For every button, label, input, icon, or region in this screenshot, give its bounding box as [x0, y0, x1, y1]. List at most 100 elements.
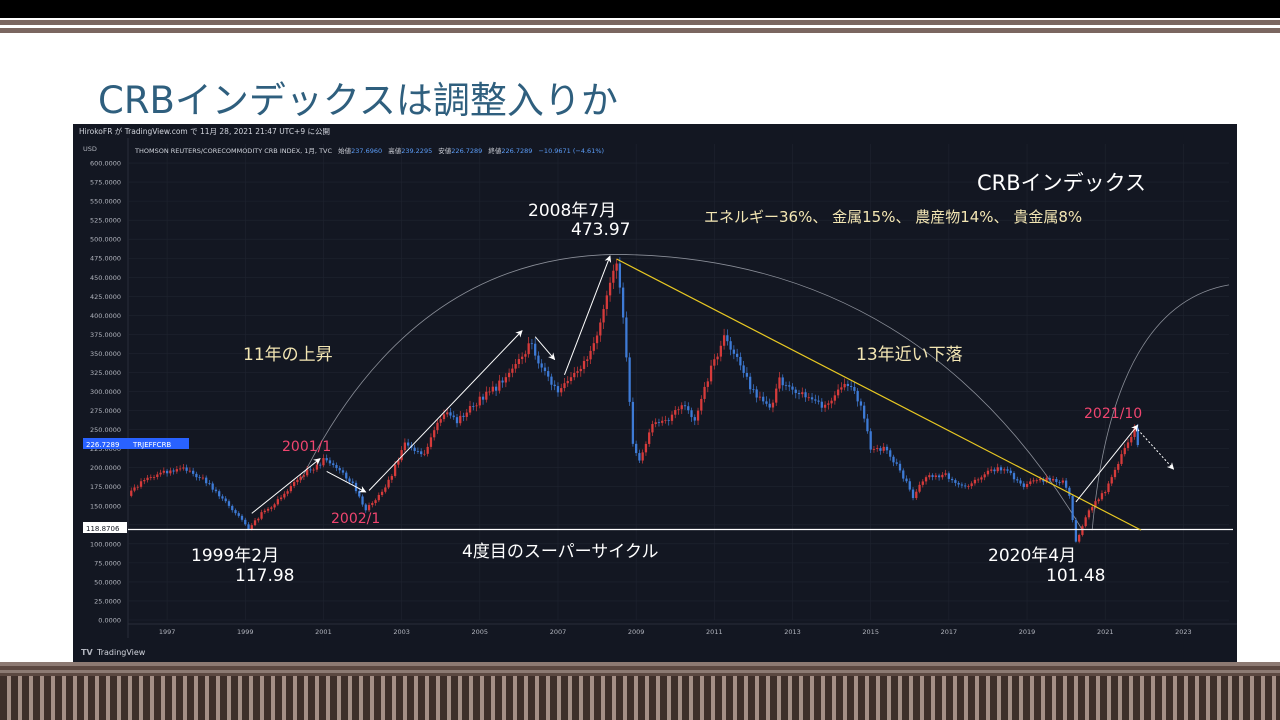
- candle: [931, 473, 934, 481]
- candle-body: [960, 484, 964, 486]
- candle-body: [941, 474, 944, 478]
- candle-body: [530, 343, 534, 345]
- candle: [856, 388, 859, 407]
- x-tick-label: 2015: [862, 628, 879, 636]
- candle-body: [208, 483, 211, 485]
- candle: [911, 487, 915, 501]
- candle-body: [973, 479, 977, 484]
- candle-body: [739, 356, 742, 366]
- y-tick-label: 0.0000: [98, 617, 121, 625]
- candle: [351, 478, 354, 485]
- candle: [690, 407, 693, 422]
- y-tick-label: 525.0000: [90, 217, 121, 225]
- candle-body: [687, 406, 690, 411]
- candle: [957, 481, 960, 488]
- candle: [732, 345, 736, 360]
- candle: [801, 387, 804, 398]
- candle: [1003, 467, 1006, 474]
- candle: [990, 466, 993, 473]
- candle-body: [778, 377, 781, 389]
- candle: [1104, 490, 1107, 497]
- candle-body: [1061, 480, 1065, 483]
- candle-body: [397, 460, 400, 465]
- candle-body: [433, 430, 436, 438]
- candle-body: [371, 503, 374, 505]
- candle: [498, 374, 501, 394]
- candle-body: [706, 381, 709, 387]
- candle-body: [641, 452, 644, 461]
- candle-body: [876, 448, 879, 449]
- arrow: [1075, 424, 1139, 503]
- candle: [980, 475, 983, 483]
- candle: [644, 441, 648, 456]
- candle-body: [576, 371, 579, 373]
- x-tick-label: 2001: [315, 628, 332, 636]
- candle: [198, 474, 201, 481]
- candle: [700, 395, 703, 415]
- candle-body: [823, 404, 827, 408]
- candle: [162, 467, 165, 475]
- candle-body: [615, 263, 618, 271]
- candle-body: [895, 462, 898, 464]
- candle-body: [494, 386, 498, 391]
- candle-body: [227, 501, 231, 506]
- candle-body: [367, 504, 371, 511]
- candle: [279, 495, 283, 502]
- candle: [550, 373, 553, 391]
- candle-body: [595, 335, 599, 344]
- candle-body: [165, 470, 169, 474]
- candle: [635, 440, 638, 457]
- candle-body: [335, 465, 338, 469]
- candle-body: [459, 415, 462, 424]
- candle-body: [345, 472, 348, 479]
- candle: [1042, 477, 1045, 485]
- forecast-arrow: [1137, 429, 1175, 470]
- open-value: 237.6960: [351, 147, 382, 155]
- candle: [384, 484, 387, 494]
- candle: [797, 389, 801, 400]
- candle-body: [970, 483, 973, 487]
- candle: [863, 401, 866, 423]
- candle: [595, 331, 599, 350]
- candle-body: [172, 470, 175, 472]
- candle-body: [872, 448, 876, 450]
- candle-body: [234, 510, 237, 514]
- candle: [475, 402, 478, 412]
- candle: [631, 397, 635, 447]
- candle: [188, 467, 192, 473]
- candle: [661, 416, 664, 426]
- y-tick-label: 475.0000: [90, 255, 121, 263]
- candle-body: [1120, 454, 1123, 464]
- chart-screenshot: 0.000025.000050.000075.0000100.0000125.0…: [73, 124, 1237, 662]
- candle-body: [380, 491, 384, 495]
- candle-body: [377, 494, 380, 501]
- candle: [586, 356, 589, 367]
- candle-body: [504, 377, 507, 383]
- candle: [1025, 481, 1029, 490]
- candle-body: [1051, 479, 1055, 481]
- y-tick-label: 200.0000: [90, 464, 121, 472]
- candle-body: [612, 270, 615, 283]
- candle-body: [159, 472, 162, 475]
- candle-body: [423, 453, 426, 455]
- candle-body: [1091, 507, 1094, 511]
- candle: [954, 478, 957, 487]
- candle: [830, 397, 833, 409]
- candle-body: [491, 386, 494, 392]
- candle-body: [592, 343, 595, 351]
- candle-body: [446, 412, 449, 415]
- candle: [817, 395, 820, 405]
- candle-body: [846, 383, 850, 387]
- candle: [276, 496, 279, 506]
- low1-value: 117.98: [235, 566, 294, 586]
- candle: [983, 471, 986, 481]
- candle: [866, 414, 869, 434]
- candle: [716, 353, 719, 366]
- candle: [185, 464, 188, 474]
- candle: [175, 466, 179, 474]
- candle: [638, 449, 641, 463]
- candle: [680, 402, 683, 414]
- candle: [325, 454, 328, 463]
- candle-body: [924, 477, 928, 482]
- candle: [504, 373, 507, 388]
